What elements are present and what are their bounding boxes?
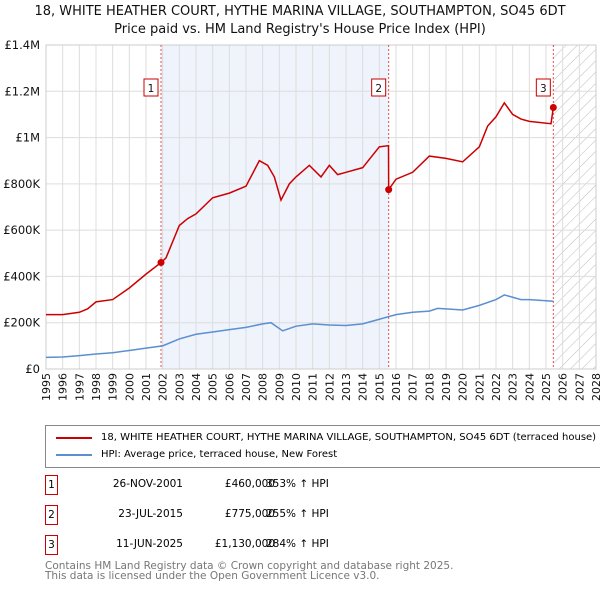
x-tick-label: 1998: [90, 373, 103, 401]
footer: Contains HM Land Registry data © Crown c…: [45, 560, 454, 582]
price-chart: 1995 1996 1997 1998 1999 2000 2001 2002 2003 2004…: [3, 38, 600, 401]
x-tick-label: 2027: [573, 373, 586, 401]
sale-label-box: [143, 78, 159, 97]
legend-swatch-red: [56, 436, 92, 439]
x-tick-label: 2001: [140, 373, 153, 401]
x-tick-label: 2021: [473, 373, 486, 401]
y-tick-label: £800K: [3, 177, 40, 191]
x-tick-label: 1997: [73, 373, 86, 401]
x-tick-label: 1999: [107, 373, 120, 401]
x-tick-label: 1996: [57, 373, 70, 401]
series-line-property: [46, 101, 555, 316]
x-tick-label: 2028: [590, 373, 600, 401]
legend-label: 18, WHITE HEATHER COURT, HYTHE MARINA VI…: [101, 432, 597, 443]
x-tick-label: 2024: [523, 373, 536, 401]
y-tick-label: £0: [25, 362, 40, 376]
legend-label: HPI: Average price, terraced house, New …: [101, 449, 338, 460]
x-tick-label: 2003: [173, 373, 186, 401]
y-tick-label: £600K: [3, 223, 40, 237]
y-tick-label: £1M: [15, 131, 40, 145]
sale-marker-number: 3: [45, 535, 58, 555]
x-tick-label: 2014: [357, 373, 370, 401]
forecast-hatch: [553, 45, 596, 369]
sale-price: £460,000: [224, 478, 275, 490]
x-tick-label: 2020: [457, 373, 470, 401]
legend: 18, WHITE HEATHER COURT, HYTHE MARINA VI…: [45, 425, 600, 468]
legend-item-hpi: HPI: Average price, terraced house, New …: [56, 449, 337, 460]
sale-label: 3: [540, 83, 547, 95]
x-tick-label: 2013: [340, 373, 353, 401]
y-tick-label: £1.2M: [4, 84, 40, 98]
x-tick-label: 2000: [123, 373, 136, 401]
chart-title: 18, WHITE HEATHER COURT, HYTHE MARINA VI…: [34, 4, 566, 19]
y-tick-label: £400K: [3, 269, 40, 283]
sale-hpi-change: 284% ↑ HPI: [266, 538, 329, 550]
sale-date: 11-JUN-2025: [116, 538, 183, 550]
legend-swatch-blue: [56, 453, 92, 456]
x-tick-label: 2004: [190, 373, 203, 401]
sale-date: 26-NOV-2001: [112, 478, 183, 490]
sale-point: [385, 186, 393, 194]
sale-marker-number: 2: [45, 505, 58, 525]
plot-frame: [45, 44, 597, 370]
sale-price: £1,130,000: [214, 538, 275, 550]
sale-price: £775,000: [224, 508, 275, 520]
x-tick-label: 2026: [557, 373, 570, 401]
x-tick-label: 2010: [290, 373, 303, 401]
x-tick-label: 2015: [373, 373, 386, 401]
sale-date: 23-JUL-2015: [118, 508, 183, 520]
legend-item-property: 18, WHITE HEATHER COURT, HYTHE MARINA VI…: [56, 432, 596, 443]
sale-label: 2: [375, 83, 382, 95]
x-tick-label: 2025: [540, 373, 553, 401]
x-tick-label: 2011: [307, 373, 320, 401]
x-tick-label: 2018: [423, 373, 436, 401]
sale-label: 1: [148, 83, 155, 95]
sale-point: [157, 259, 165, 267]
sale-row: 2 23-JUL-2015 £775,000 255% ↑ HPI: [45, 505, 445, 525]
x-tick-label: 2009: [273, 373, 286, 401]
x-tick-label: 2005: [207, 373, 220, 401]
x-tick-label: 2016: [390, 373, 403, 401]
x-tick-label: 2006: [223, 373, 236, 401]
footer-line: This data is licensed under the Open Gov…: [45, 570, 380, 582]
sale-point: [549, 103, 557, 111]
x-tick-label: 2012: [323, 373, 336, 401]
sale-hpi-change: 353% ↑ HPI: [266, 478, 329, 490]
x-tick-label: 2002: [157, 373, 170, 401]
sale-row: 1 26-NOV-2001 £460,000 353% ↑ HPI: [45, 475, 445, 495]
sale-row: 3 11-JUN-2025 £1,130,000 284% ↑ HPI: [45, 535, 445, 555]
chart-subtitle: Price paid vs. HM Land Registry's House …: [114, 22, 486, 37]
x-tick-label: 2008: [257, 373, 270, 401]
sale-marker-number: 1: [45, 475, 58, 495]
x-tick-label: 2023: [507, 373, 520, 401]
shaded-period: [161, 45, 389, 369]
y-tick-label: £1.4M: [4, 38, 40, 52]
x-tick-label: 2022: [490, 373, 503, 401]
x-tick-label: 2017: [407, 373, 420, 401]
x-tick-label: 2007: [240, 373, 253, 401]
y-tick-label: £200K: [3, 316, 40, 330]
sale-label-box: [535, 78, 551, 97]
x-tick-label: 2019: [440, 373, 453, 401]
footer-line: Contains HM Land Registry data © Crown c…: [45, 560, 454, 572]
series-line-hpi: [45, 294, 554, 359]
x-tick-label: 1995: [40, 373, 53, 401]
sale-label-box: [371, 78, 387, 97]
sale-hpi-change: 255% ↑ HPI: [266, 508, 329, 520]
